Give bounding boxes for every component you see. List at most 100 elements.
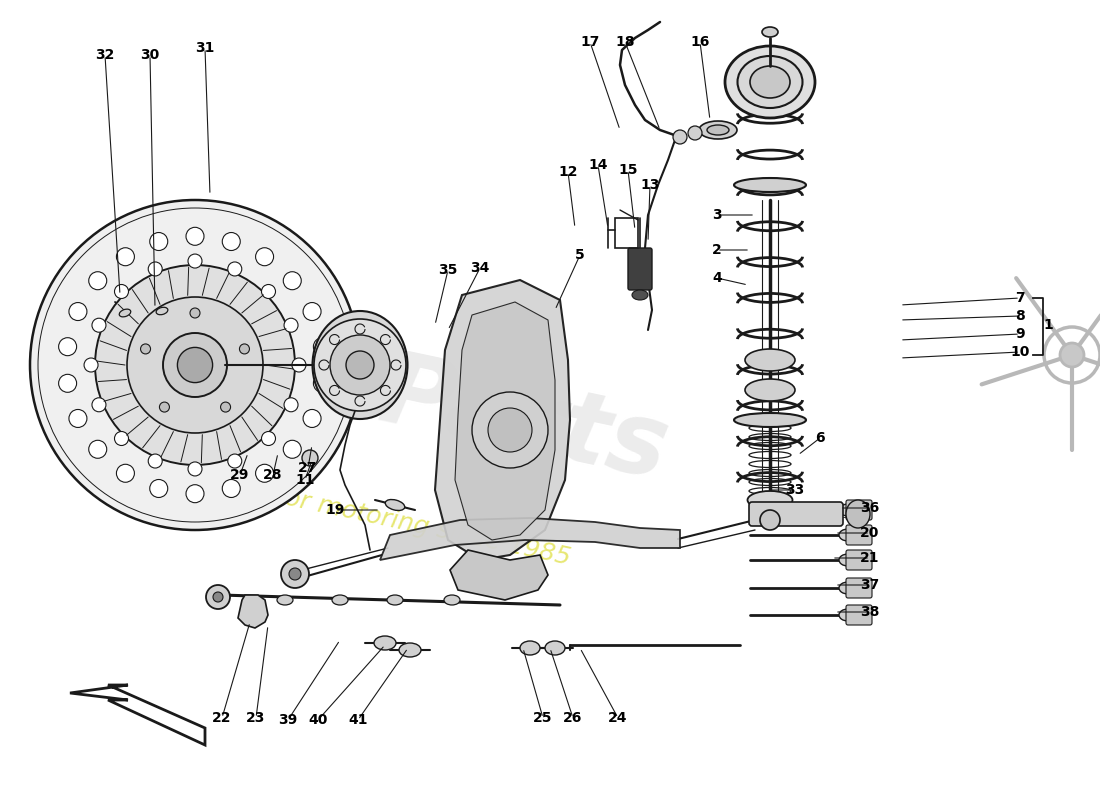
Circle shape xyxy=(126,297,263,433)
Text: 8: 8 xyxy=(1015,309,1025,323)
Text: 32: 32 xyxy=(96,48,114,62)
Circle shape xyxy=(69,410,87,427)
Text: 40: 40 xyxy=(308,713,328,727)
Circle shape xyxy=(262,285,275,298)
Ellipse shape xyxy=(839,582,857,594)
Text: 12: 12 xyxy=(558,165,578,179)
Circle shape xyxy=(84,358,98,372)
Circle shape xyxy=(284,272,301,290)
FancyBboxPatch shape xyxy=(846,578,872,598)
Polygon shape xyxy=(434,280,570,560)
Circle shape xyxy=(190,308,200,318)
FancyBboxPatch shape xyxy=(846,550,872,570)
Circle shape xyxy=(1060,343,1083,367)
Circle shape xyxy=(472,392,548,468)
Circle shape xyxy=(69,302,87,321)
Circle shape xyxy=(221,402,231,412)
Circle shape xyxy=(314,319,406,411)
Text: 31: 31 xyxy=(196,41,214,55)
Text: 41: 41 xyxy=(349,713,367,727)
Text: 22: 22 xyxy=(212,711,232,725)
Text: 27: 27 xyxy=(298,461,318,475)
Ellipse shape xyxy=(748,491,792,509)
Ellipse shape xyxy=(839,529,857,541)
Text: 34: 34 xyxy=(471,261,490,275)
Circle shape xyxy=(255,248,274,266)
Polygon shape xyxy=(455,302,556,540)
Circle shape xyxy=(206,585,230,609)
Circle shape xyxy=(280,560,309,588)
Text: 28: 28 xyxy=(263,468,283,482)
Text: a passion for motoring since 1985: a passion for motoring since 1985 xyxy=(150,458,573,570)
Circle shape xyxy=(95,265,295,465)
Ellipse shape xyxy=(312,311,407,419)
Text: 18: 18 xyxy=(615,35,635,49)
Circle shape xyxy=(346,351,374,379)
Ellipse shape xyxy=(707,125,729,135)
Text: 19: 19 xyxy=(326,503,344,517)
Text: 9: 9 xyxy=(1015,327,1025,341)
Circle shape xyxy=(688,126,702,140)
Circle shape xyxy=(284,318,298,332)
Circle shape xyxy=(228,262,242,276)
Circle shape xyxy=(284,440,301,458)
Text: 39: 39 xyxy=(278,713,298,727)
Circle shape xyxy=(141,344,151,354)
Circle shape xyxy=(302,450,318,466)
Circle shape xyxy=(89,272,107,290)
FancyBboxPatch shape xyxy=(846,525,872,545)
Text: 29: 29 xyxy=(230,468,250,482)
Ellipse shape xyxy=(839,504,857,516)
Text: euroParts: euroParts xyxy=(120,292,676,501)
Ellipse shape xyxy=(520,641,540,655)
Circle shape xyxy=(186,485,204,502)
Circle shape xyxy=(488,408,532,452)
Ellipse shape xyxy=(632,290,648,300)
Circle shape xyxy=(58,374,77,392)
Circle shape xyxy=(150,479,167,498)
Circle shape xyxy=(177,347,212,382)
Ellipse shape xyxy=(846,500,870,528)
Ellipse shape xyxy=(444,595,460,605)
Text: 1: 1 xyxy=(1043,318,1053,332)
Text: 2: 2 xyxy=(712,243,722,257)
Circle shape xyxy=(114,285,129,298)
Circle shape xyxy=(222,479,240,498)
Ellipse shape xyxy=(839,609,857,621)
Circle shape xyxy=(262,431,275,446)
Ellipse shape xyxy=(734,413,806,427)
Circle shape xyxy=(222,233,240,250)
Ellipse shape xyxy=(839,554,857,566)
Circle shape xyxy=(117,464,134,482)
Circle shape xyxy=(188,254,202,268)
Text: 6: 6 xyxy=(815,431,825,445)
Circle shape xyxy=(30,200,360,530)
Text: 38: 38 xyxy=(860,605,880,619)
Text: 4: 4 xyxy=(712,271,722,285)
Circle shape xyxy=(117,248,134,266)
Circle shape xyxy=(289,568,301,580)
Circle shape xyxy=(148,262,162,276)
Circle shape xyxy=(240,344,250,354)
Circle shape xyxy=(89,440,107,458)
Circle shape xyxy=(213,592,223,602)
Ellipse shape xyxy=(385,499,405,510)
Text: 35: 35 xyxy=(438,263,458,277)
Text: 26: 26 xyxy=(563,711,583,725)
Circle shape xyxy=(760,510,780,530)
Ellipse shape xyxy=(277,595,293,605)
FancyBboxPatch shape xyxy=(846,500,872,520)
Circle shape xyxy=(228,454,242,468)
Circle shape xyxy=(114,431,129,446)
Text: 17: 17 xyxy=(581,35,600,49)
Text: 20: 20 xyxy=(860,526,880,540)
Text: 11: 11 xyxy=(295,473,315,487)
Text: 21: 21 xyxy=(860,551,880,565)
Circle shape xyxy=(188,462,202,476)
Text: 14: 14 xyxy=(588,158,607,172)
Ellipse shape xyxy=(399,643,421,657)
Ellipse shape xyxy=(156,307,168,314)
Text: 15: 15 xyxy=(618,163,638,177)
Circle shape xyxy=(58,338,77,356)
Text: 33: 33 xyxy=(785,483,804,497)
